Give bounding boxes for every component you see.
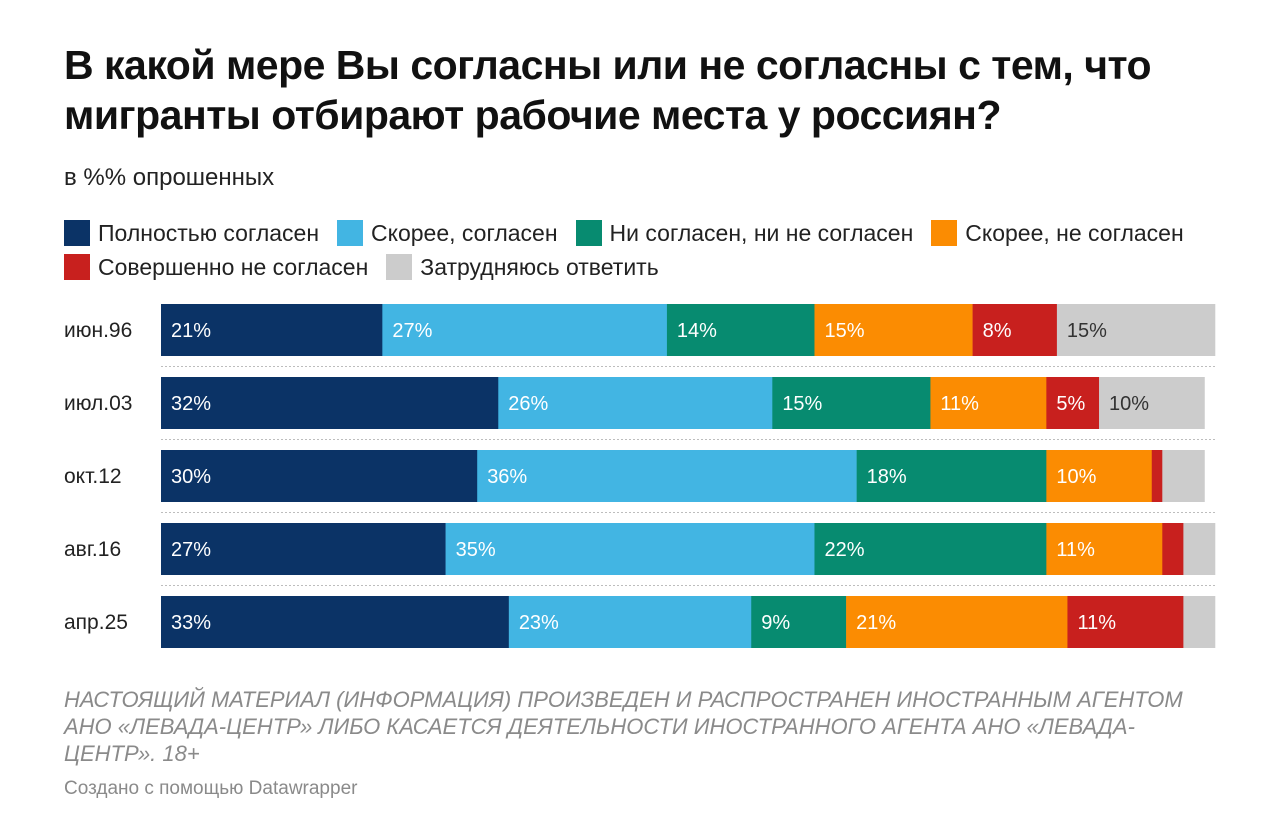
bar-segment [161, 450, 478, 502]
legend-item: Скорее, согласен [337, 220, 558, 247]
data-label: 30% [171, 466, 211, 488]
bar-segment [477, 450, 857, 502]
bar-segment [1046, 377, 1100, 429]
category-label: июн.96 [64, 319, 132, 342]
bar-segment [161, 304, 383, 356]
legend-label: Скорее, согласен [371, 219, 558, 246]
legend-item: Полностью согласен [64, 220, 319, 247]
data-label: 9% [761, 612, 790, 634]
legend-label: Ни согласен, ни не согласен [609, 219, 914, 246]
bar-segment [1056, 304, 1216, 356]
category-label: окт.12 [64, 465, 122, 488]
chart-subtitle: в %% опрошенных [64, 164, 275, 191]
data-label: 15% [1067, 320, 1107, 342]
bar-segment [814, 523, 1047, 575]
foreign-agent-disclaimer: НАСТОЯЩИЙ МАТЕРИАЛ (ИНФОРМАЦИЯ) ПРОИЗВЕД… [64, 687, 1183, 766]
bar-segment [846, 596, 1068, 648]
data-label: 11% [940, 393, 979, 415]
data-label: 21% [171, 320, 211, 342]
datawrapper-credit: Создано с помощью Datawrapper [64, 778, 358, 799]
legend-item: Ни согласен, ни не согласен [575, 219, 914, 247]
chart-title: В какой мере Вы согласны или не согласны… [64, 42, 1152, 138]
legend-swatch [386, 254, 413, 280]
bar-segment [161, 596, 510, 648]
bar-segment [666, 304, 815, 356]
data-label: 18% [867, 466, 907, 488]
bar-segment [445, 523, 815, 575]
bar-segment [1046, 523, 1163, 575]
bar-segment [772, 377, 931, 429]
data-label: 22% [824, 539, 864, 561]
data-label: 15% [782, 393, 822, 415]
bar-segment [508, 596, 752, 648]
data-label: 21% [856, 612, 896, 634]
legend-swatch [64, 254, 90, 280]
category-label: апр.25 [64, 611, 128, 634]
stacked-bar-chart: июн.96 21% 27% 14% 15% 8% 15% июл.03 32% 26% 15% 11… [64, 304, 1216, 648]
legend-swatch [64, 220, 90, 246]
legend-label: Совершенно не согласен [98, 253, 369, 280]
legend-item: Скорее, не согласен [931, 219, 1184, 247]
bar-segment [856, 450, 1047, 502]
legend-item: Затрудняюсь ответить [386, 253, 659, 281]
data-label: 8% [983, 320, 1012, 342]
bar-segment [1067, 596, 1184, 648]
category-label: июл.03 [64, 392, 132, 415]
data-label: 27% [171, 539, 211, 561]
data-label: 10% [1109, 393, 1149, 415]
bar-segment [1099, 377, 1205, 429]
data-label: 15% [824, 320, 864, 342]
legend-label: Полностью согласен [98, 219, 320, 246]
bar-segment [382, 304, 668, 356]
data-label: 23% [519, 612, 559, 634]
category-label: авг.16 [64, 538, 121, 561]
legend-item: Совершенно не согласен [64, 254, 368, 281]
data-label: 10% [1056, 466, 1096, 488]
data-label: 26% [508, 393, 548, 415]
bar-segment [161, 523, 446, 575]
bar-segment [1046, 450, 1153, 502]
data-label: 27% [392, 320, 432, 342]
bar-segment [972, 304, 1058, 356]
bar-segment [814, 304, 973, 356]
bar-segment [1183, 596, 1216, 648]
data-label: 36% [487, 466, 527, 488]
data-label: 32% [171, 393, 211, 415]
legend-swatch [931, 220, 958, 246]
legend-label: Скорее, не согласен [965, 219, 1184, 246]
legend-row: Совершенно не согласен Затрудняюсь ответ… [64, 250, 1224, 284]
data-label: 33% [171, 612, 211, 634]
data-label: 11% [1056, 539, 1095, 561]
data-label: 11% [1077, 612, 1116, 634]
bar-segment [161, 377, 499, 429]
bar-segment [1162, 523, 1184, 575]
bar-segment [1183, 523, 1216, 575]
bar-segment [1162, 450, 1205, 502]
legend-row: Полностью согласен Скорее, согласен Ни с… [64, 216, 1224, 250]
bar-segment [751, 596, 847, 648]
data-label: 14% [677, 320, 717, 342]
legend-swatch [337, 220, 364, 246]
bar-segment [498, 377, 773, 429]
legend-label: Затрудняюсь ответить [420, 253, 659, 280]
data-label: 5% [1056, 393, 1085, 415]
bar-segment [930, 377, 1047, 429]
legend: Полностью согласен Скорее, согласен Ни с… [64, 216, 1224, 284]
legend-swatch [575, 220, 602, 246]
data-label: 35% [456, 539, 496, 561]
bar-segment [1151, 450, 1163, 502]
